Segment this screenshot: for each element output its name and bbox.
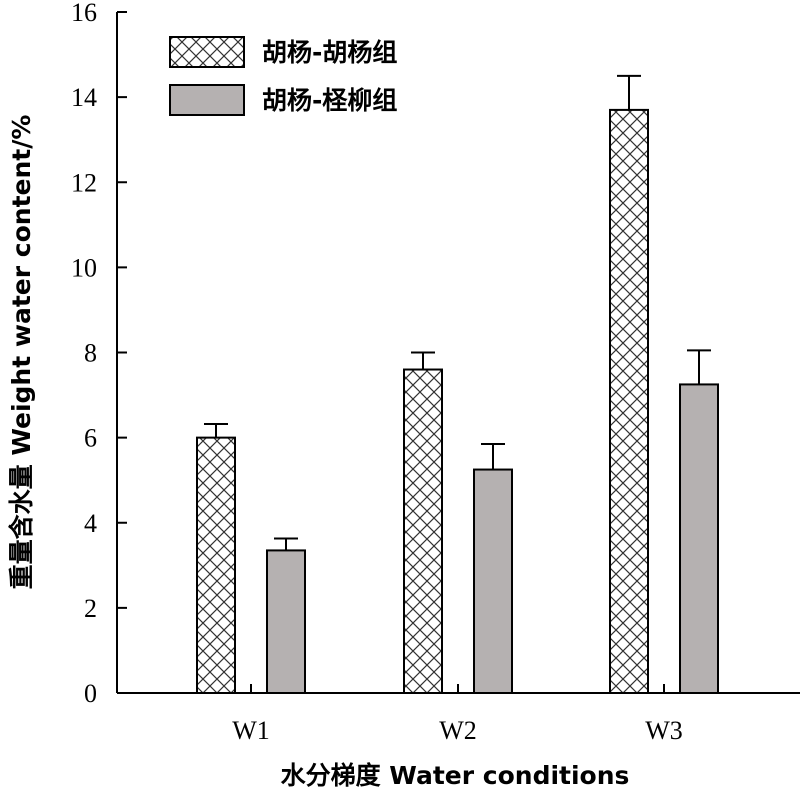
y-tick-label-8: 8 [84,339,97,368]
bar-W2-series-2 [473,468,513,694]
legend-item-series-1: 胡杨-胡杨组 [169,36,397,68]
x-tick-label-W1: W1 [232,716,270,745]
legend-swatch-series-1 [169,36,245,68]
x-axis-title: 水分梯度 Water conditions [281,761,630,790]
y-tick-label-16: 16 [71,0,97,27]
bar-W2-series-1 [403,368,443,694]
y-tick-label-10: 10 [71,253,97,282]
x-tick-label-W3: W3 [645,716,683,745]
y-tick-label-0: 0 [84,679,97,708]
bar-W1-series-1 [196,436,236,694]
legend-item-series-2: 胡杨-柽柳组 [169,84,397,116]
legend-label-series-2: 胡杨-柽柳组 [262,86,397,115]
bar-W3-series-2 [679,383,719,694]
y-tick-label-6: 6 [84,424,97,453]
x-tick-label-W2: W2 [439,716,477,745]
bar-W3-series-1 [609,108,649,695]
error-bars [204,74,711,551]
y-axis-title: 重量含水量 Weight water content/% [7,115,36,590]
legend-swatch-series-2 [169,84,245,116]
y-tick-label-14: 14 [71,83,97,112]
x-ticks: W1 W2 W3 [232,684,683,745]
bars [196,108,719,695]
legend: 胡杨-胡杨组 胡杨-柽柳组 [169,36,397,116]
y-ticks: 0 2 4 6 8 10 12 14 16 [71,0,127,708]
legend-label-series-1: 胡杨-胡杨组 [262,38,397,67]
y-tick-label-4: 4 [84,509,97,538]
y-tick-label-2: 2 [84,594,97,623]
y-tick-label-12: 12 [71,168,97,197]
bar-W1-series-2 [266,549,306,695]
